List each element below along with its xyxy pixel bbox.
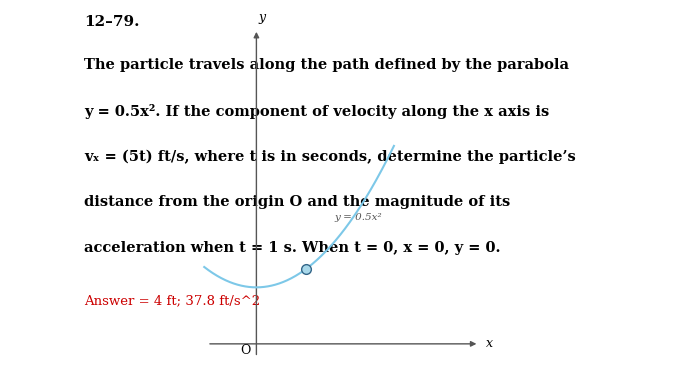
Text: vₓ = (5t) ft/s, where t is in seconds, determine the particle’s: vₓ = (5t) ft/s, where t is in seconds, d…: [84, 150, 575, 164]
Text: The particle travels along the path defined by the parabola: The particle travels along the path defi…: [84, 58, 569, 72]
Text: O: O: [240, 344, 250, 357]
Text: 12–79.: 12–79.: [84, 15, 139, 28]
Text: y = 0.5x². If the component of velocity along the x axis is: y = 0.5x². If the component of velocity …: [84, 104, 550, 119]
Text: distance from the origin O and the magnitude of its: distance from the origin O and the magni…: [84, 195, 510, 209]
Text: Answer = 4 ft; 37.8 ft/s^2: Answer = 4 ft; 37.8 ft/s^2: [84, 294, 260, 307]
Text: acceleration when t = 1 s. When t = 0, x = 0, y = 0.: acceleration when t = 1 s. When t = 0, x…: [84, 241, 500, 255]
Text: y: y: [258, 11, 266, 24]
Text: x: x: [486, 337, 493, 350]
Text: y = 0.5x²: y = 0.5x²: [334, 213, 382, 222]
